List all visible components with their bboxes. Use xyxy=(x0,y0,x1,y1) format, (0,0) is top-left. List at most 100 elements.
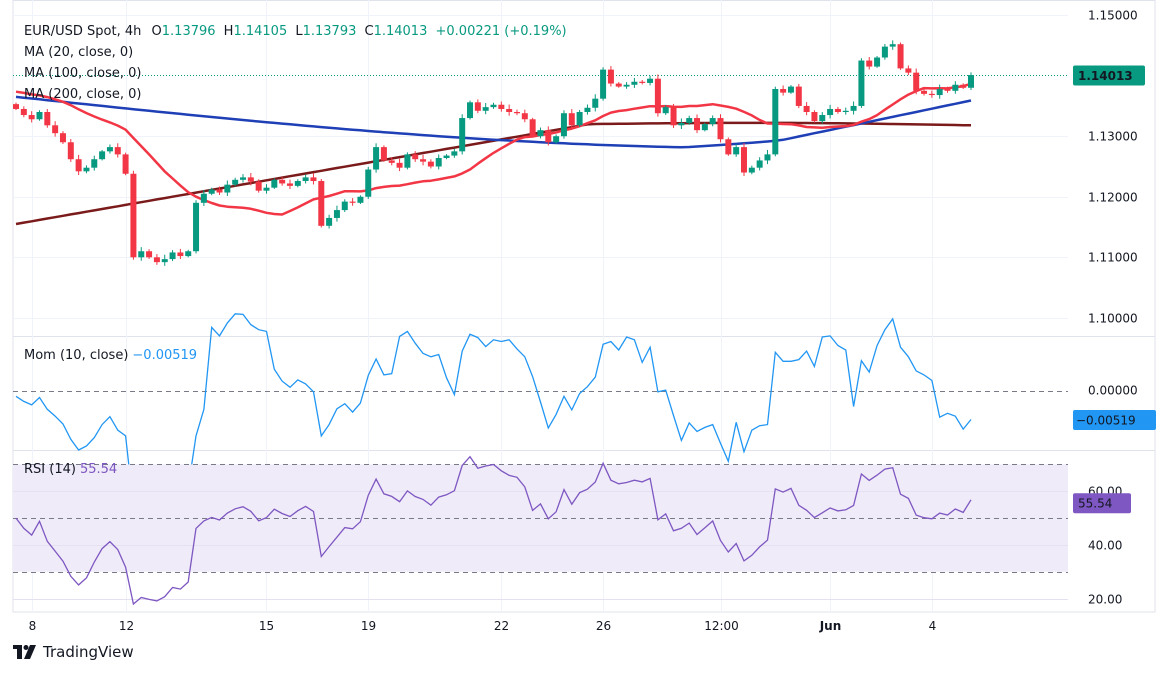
candle-body xyxy=(897,44,904,69)
candle-body xyxy=(247,177,254,182)
candle xyxy=(114,143,121,158)
candle xyxy=(420,154,427,166)
brand-name: TradingView xyxy=(43,643,134,661)
candle xyxy=(560,110,567,139)
ma20-legend[interactable]: MA (20, close, 0) xyxy=(24,45,134,60)
candle-body xyxy=(271,179,278,188)
candle-body xyxy=(678,122,685,126)
candle-body xyxy=(75,159,82,172)
candle-body xyxy=(968,75,974,88)
ma200-legend[interactable]: MA (200, close, 0) xyxy=(24,87,142,102)
candle xyxy=(686,115,693,125)
candle-body xyxy=(412,154,419,160)
candle-body xyxy=(607,69,614,84)
candle xyxy=(811,110,818,123)
tradingview-brand[interactable]: TradingView xyxy=(13,643,134,661)
candle-body xyxy=(130,173,137,258)
candle xyxy=(404,152,411,170)
candle-body xyxy=(153,257,160,263)
candle xyxy=(380,145,387,162)
candle xyxy=(240,174,247,183)
candle xyxy=(326,214,333,229)
candle xyxy=(106,144,113,154)
candle xyxy=(498,101,505,112)
candle xyxy=(451,148,458,158)
candle-body xyxy=(279,179,286,184)
candle xyxy=(529,117,536,138)
candle-body xyxy=(568,113,575,126)
candle-body xyxy=(341,201,348,211)
candle xyxy=(357,195,364,205)
candle xyxy=(662,105,669,115)
candle xyxy=(52,121,59,137)
candle-body xyxy=(623,84,630,87)
candle xyxy=(286,179,293,190)
candle xyxy=(631,77,638,88)
candle xyxy=(748,165,755,175)
candle-body xyxy=(537,130,544,137)
candle xyxy=(803,102,810,116)
candle-body xyxy=(889,44,896,47)
candle xyxy=(302,174,309,184)
candle-body xyxy=(842,110,849,112)
chart-canvas[interactable]: 8 12 15 19 22 26 12:00 Jun 4 1.15000 1.13000 1.1200… xyxy=(0,0,1171,640)
candle xyxy=(122,152,129,176)
candle xyxy=(670,103,677,129)
candle xyxy=(819,112,826,124)
candle xyxy=(44,109,51,128)
candle-body xyxy=(756,160,763,168)
candle xyxy=(310,173,317,185)
candle-body xyxy=(553,136,560,143)
candle xyxy=(67,139,74,162)
candle xyxy=(467,100,474,120)
rsi-line xyxy=(15,455,972,606)
candle-body xyxy=(748,167,755,173)
x-tick-label: 12:00 xyxy=(704,619,739,633)
candle xyxy=(521,109,528,123)
x-tick-label: 15 xyxy=(259,619,274,633)
open-value: 1.13796 xyxy=(161,24,216,39)
candle xyxy=(780,85,787,96)
candle-body xyxy=(858,60,865,106)
candle xyxy=(740,142,747,176)
ma20-line xyxy=(15,82,972,216)
candle xyxy=(568,109,575,129)
ma100-legend[interactable]: MA (100, close, 0) xyxy=(24,66,142,81)
ma200-line xyxy=(15,121,972,226)
candle-body xyxy=(52,125,59,134)
candle xyxy=(130,170,137,260)
candle-body xyxy=(240,177,247,180)
candle xyxy=(866,57,873,70)
candle xyxy=(506,104,513,116)
mom-tick-label: 0.00000 xyxy=(1088,384,1138,398)
candle-body xyxy=(654,78,661,114)
candle xyxy=(161,254,168,266)
candle xyxy=(13,102,19,111)
candle-body xyxy=(803,105,810,112)
candle-body xyxy=(91,159,98,168)
candle xyxy=(928,90,935,98)
candle xyxy=(365,166,372,199)
candle-body xyxy=(615,83,622,87)
candle-body xyxy=(866,60,873,67)
candle-body xyxy=(318,181,325,226)
mom-legend[interactable]: Mom (10, close) −0.00519 xyxy=(24,348,197,363)
candle xyxy=(787,85,794,94)
candle-body xyxy=(725,139,732,155)
candle xyxy=(185,249,192,258)
rsi-legend[interactable]: RSI (14) 55.54 xyxy=(24,462,117,477)
rsi-value-tag xyxy=(1073,493,1131,514)
candle xyxy=(396,158,403,172)
candle-body xyxy=(662,107,669,114)
x-tick-label: Jun xyxy=(819,619,842,633)
low-value: 1.13793 xyxy=(302,24,357,39)
candle xyxy=(490,102,497,109)
candle-body xyxy=(686,118,693,123)
candle xyxy=(349,198,356,206)
candle xyxy=(435,154,442,170)
candle-body xyxy=(701,124,708,131)
chart-frame xyxy=(12,0,1156,613)
candle-body xyxy=(357,196,364,203)
candle xyxy=(474,99,481,114)
candle xyxy=(654,74,661,117)
